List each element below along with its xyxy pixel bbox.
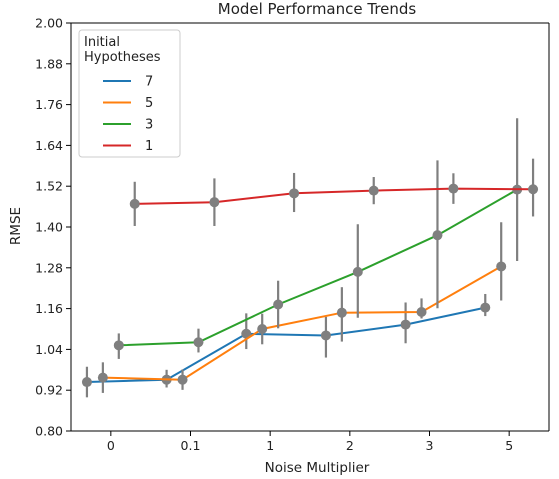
x-tick-label: 5 xyxy=(505,438,513,453)
data-point xyxy=(320,330,331,341)
data-point xyxy=(416,307,427,317)
y-tick-label: 2.00 xyxy=(35,16,63,31)
series-1 xyxy=(129,158,539,226)
x-tick-label: 3 xyxy=(426,438,434,453)
data-point xyxy=(257,324,268,334)
data-point xyxy=(352,266,363,277)
y-tick-label: 0.92 xyxy=(35,383,63,398)
series-line xyxy=(118,188,518,347)
legend-box xyxy=(78,29,181,158)
series-7 xyxy=(81,293,491,398)
data-point xyxy=(480,302,491,313)
data-point xyxy=(129,198,140,209)
chart-title: Model Performance Trends xyxy=(218,0,417,18)
x-tick-label: 0 xyxy=(107,438,115,453)
legend-entry-1: 1 xyxy=(103,139,153,154)
y-tick-label: 1.04 xyxy=(35,342,63,357)
data-point xyxy=(368,185,379,196)
data-point xyxy=(448,183,459,194)
legend-label: 5 xyxy=(145,96,153,111)
legend-entry-5: 5 xyxy=(103,96,153,111)
legend-title: Hypotheses xyxy=(84,50,161,65)
data-point xyxy=(177,374,188,385)
legend-label: 3 xyxy=(145,118,153,133)
y-tick-label: 1.64 xyxy=(35,138,63,153)
y-tick-label: 1.16 xyxy=(35,301,63,316)
data-point xyxy=(193,337,204,348)
data-point xyxy=(528,184,539,195)
y-tick-label: 1.40 xyxy=(35,220,63,235)
legend-label: 7 xyxy=(145,75,153,90)
y-tick-label: 1.88 xyxy=(35,56,63,71)
x-tick-label: 0.1 xyxy=(181,438,201,453)
data-point xyxy=(496,261,507,272)
data-point xyxy=(81,377,92,388)
data-point xyxy=(273,299,284,310)
axes: 0.80 0.92 1.04 1.16 1.28 1.40 1.52 1.64 1.76 1.88… xyxy=(35,16,550,453)
y-tick-label: 1.76 xyxy=(35,97,63,112)
y-axis-label: RMSE xyxy=(8,207,24,245)
data-point xyxy=(432,230,443,241)
data-point xyxy=(97,372,108,383)
data-point xyxy=(241,328,252,339)
data-point xyxy=(289,188,300,199)
legend-title: Initial xyxy=(84,35,120,50)
y-tick-label: 1.28 xyxy=(35,260,63,275)
legend-entry-7: 7 xyxy=(103,75,153,90)
series-layer xyxy=(81,118,539,398)
data-point xyxy=(209,197,220,208)
data-point xyxy=(113,340,124,351)
series-line xyxy=(86,306,486,383)
y-tick-label: 0.80 xyxy=(35,424,63,439)
legend-label: 1 xyxy=(145,139,153,154)
data-point xyxy=(336,307,347,318)
y-tick-label: 1.52 xyxy=(35,179,63,194)
series-5 xyxy=(97,222,507,393)
x-axis-label: Noise Multiplier xyxy=(265,460,370,476)
x-tick-label: 1 xyxy=(266,438,274,453)
data-point xyxy=(400,319,411,330)
legend-entry-3: 3 xyxy=(103,118,153,133)
x-tick-label: 2 xyxy=(346,438,354,453)
series-line xyxy=(102,265,502,381)
series-line xyxy=(134,187,534,205)
